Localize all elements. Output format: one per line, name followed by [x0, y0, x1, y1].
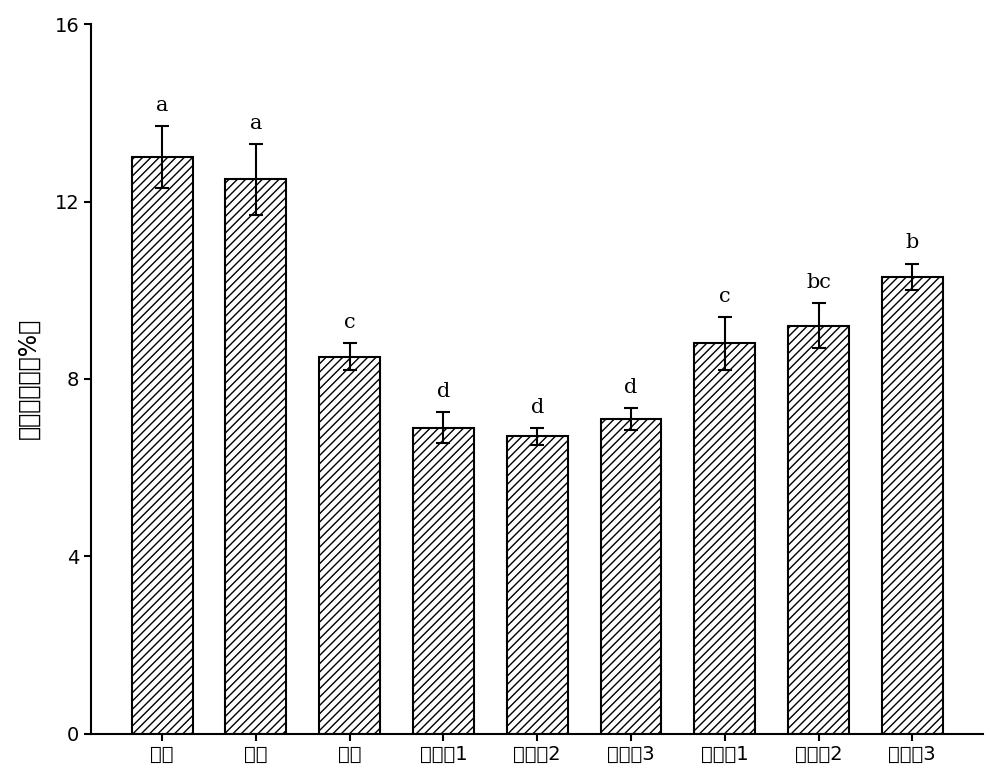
Bar — [225, 180, 286, 733]
Bar — [507, 437, 568, 733]
Text: d: d — [437, 382, 450, 401]
Bar — [132, 157, 193, 733]
Bar — [413, 428, 474, 733]
Bar — [788, 326, 849, 733]
Text: b: b — [906, 234, 919, 252]
Text: a: a — [156, 96, 168, 115]
Text: d: d — [531, 398, 544, 416]
Bar — [882, 277, 943, 733]
Text: c: c — [344, 313, 355, 332]
Text: d: d — [624, 377, 638, 397]
Text: c: c — [719, 287, 731, 305]
Bar — [694, 344, 755, 733]
Text: a: a — [250, 114, 262, 133]
Text: bc: bc — [806, 273, 831, 292]
Bar — [601, 419, 661, 733]
Bar — [319, 357, 380, 733]
Y-axis label: 汁液流失率（%）: 汁液流失率（%） — [17, 318, 41, 440]
